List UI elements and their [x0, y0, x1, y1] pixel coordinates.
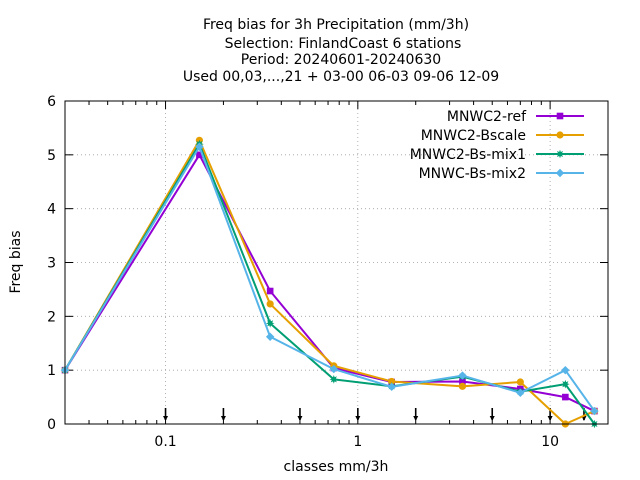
y-tick-label: 0: [47, 417, 56, 433]
class-marker-arrowhead: [413, 416, 419, 421]
data-point: [195, 142, 204, 151]
class-marker-arrowhead: [547, 416, 553, 421]
y-tick-label: 4: [47, 202, 56, 218]
data-point: [196, 151, 203, 159]
title-line-4: Used 00,03,...,21 + 03-00 06-03 09-06 12…: [183, 69, 499, 85]
data-point: [556, 131, 564, 139]
title-line-3: Period: 20240601-20240630: [241, 52, 441, 68]
data-point: [458, 382, 467, 390]
data-point: [329, 364, 339, 374]
data-point: [388, 377, 396, 386]
data-point: [561, 379, 570, 389]
data-point: [516, 388, 525, 397]
data-point: [266, 287, 274, 295]
y-tick-label: 1: [47, 363, 56, 379]
legend-entry: MNWC-Bs-mix2: [419, 166, 584, 182]
y-tick-label: 2: [47, 309, 56, 325]
legend-label: MNWC2-Bs-mix1: [410, 147, 526, 163]
series-3: [60, 139, 599, 429]
data-point: [562, 393, 569, 401]
series: [60, 136, 599, 429]
plot-frame: [64, 100, 609, 425]
class-marker-arrowhead: [220, 416, 226, 421]
data-point: [555, 168, 565, 178]
grid: [65, 101, 608, 424]
data-point: [329, 375, 339, 384]
legend-label: MNWC2-Bscale: [421, 128, 526, 144]
data-point: [458, 371, 467, 380]
title-line-2: Selection: FinlandCoast 6 stations: [225, 36, 462, 52]
legend-entry: MNWC2-Bs-mix1: [410, 147, 584, 163]
class-marker-arrowhead: [297, 416, 303, 421]
x-tick-label: 0.1: [154, 434, 176, 450]
chart-title: Freq bias for 3h Precipitation (mm/3h) S…: [183, 17, 499, 85]
class-marker-arrowhead: [355, 416, 361, 421]
legend-label: MNWC-Bs-mix2: [419, 166, 526, 182]
legend-entry: MNWC2-ref: [447, 109, 584, 125]
data-point: [266, 300, 274, 308]
y-tick-label: 3: [47, 256, 56, 272]
data-point: [265, 332, 275, 341]
data-point: [516, 378, 524, 386]
class-marker-arrowhead: [489, 416, 495, 421]
series-line: [64, 145, 596, 412]
title-line-1: Freq bias for 3h Precipitation (mm/3h): [203, 17, 469, 33]
axis-ticks: 0 1 2 3 4 5 6 0.1 1 10: [47, 94, 608, 450]
x-tick-label: 10: [541, 434, 559, 450]
data-point: [387, 382, 396, 392]
y-tick-label: 6: [47, 94, 56, 110]
y-axis-label: Freq bias: [8, 230, 24, 293]
series-4: [60, 142, 599, 416]
x-tick-label: 1: [353, 434, 362, 450]
data-point: [590, 406, 599, 416]
data-point: [555, 149, 565, 159]
y-tick-label: 5: [47, 148, 56, 164]
data-point: [459, 378, 466, 385]
legend: MNWC2-ref MNWC2-Bscale MNWC2-Bs-mix1 MNWC-B…: [410, 109, 584, 182]
x-axis-label: classes mm/3h: [284, 459, 389, 475]
data-point: [265, 319, 275, 328]
class-marker-arrowhead: [163, 416, 169, 421]
series-line: [64, 139, 595, 425]
data-point: [556, 112, 564, 120]
series-line: [64, 153, 595, 412]
class-markers: [163, 408, 587, 421]
legend-entry: MNWC2-Bscale: [421, 128, 584, 144]
data-point: [561, 365, 570, 375]
legend-label: MNWC2-ref: [447, 109, 527, 125]
